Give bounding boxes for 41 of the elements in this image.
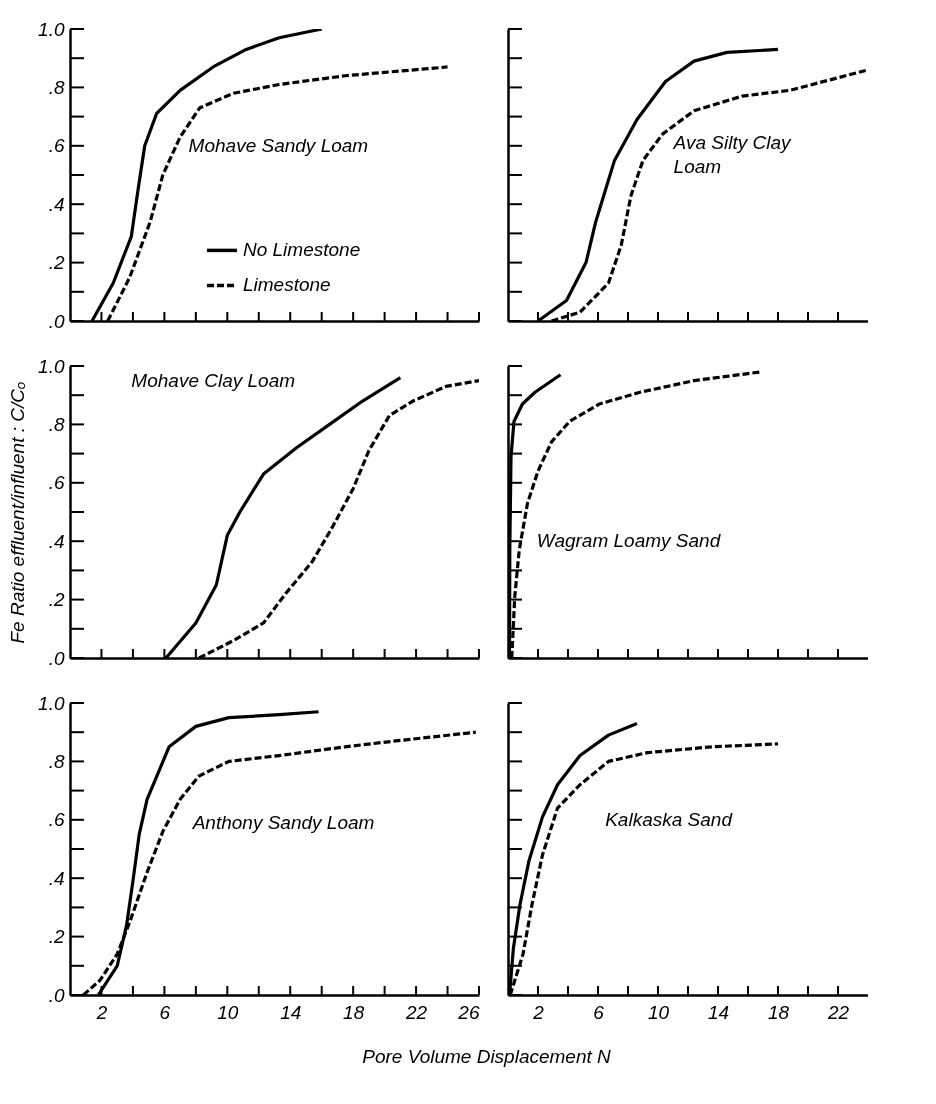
y-tick-label: 1.0 — [38, 18, 65, 40]
y-axis-title: Fe Ratio effluent/influent : C/Cₒ — [7, 381, 29, 644]
y-tick-label: .6 — [48, 472, 65, 494]
y-tick-label: 1.0 — [38, 692, 65, 714]
y-tick-label: .0 — [48, 310, 65, 332]
y-tick-label: .4 — [48, 193, 65, 215]
y-tick-label: .8 — [48, 413, 65, 435]
y-tick-label: .8 — [48, 76, 65, 98]
x-tick-label: 6 — [159, 1001, 171, 1023]
y-tick-label: .2 — [48, 589, 65, 611]
x-tick-label: 6 — [593, 1001, 605, 1023]
y-tick-label: .0 — [48, 647, 65, 669]
annotation: Mohave Clay Loam — [131, 369, 296, 391]
x-tick-label: 22 — [826, 1001, 850, 1023]
y-tick-label: .4 — [48, 530, 65, 552]
annotation: Anthony Sandy Loam — [191, 811, 375, 833]
y-tick-label: .8 — [48, 750, 65, 772]
legend-label: Limestone — [242, 274, 331, 296]
annotation: Wagram Loamy Sand — [536, 530, 722, 552]
annotation: Mohave Sandy Loam — [188, 134, 369, 156]
x-tick-label: 26 — [457, 1001, 480, 1023]
y-tick-label: .6 — [48, 135, 65, 157]
x-tick-label: 2 — [95, 1001, 108, 1023]
x-tick-label: 10 — [647, 1001, 670, 1023]
x-tick-label: 2 — [532, 1001, 545, 1023]
x-tick-label: 14 — [707, 1001, 730, 1023]
x-tick-label: 22 — [405, 1001, 428, 1023]
y-tick-label: .6 — [48, 809, 65, 831]
annotation: Ava Silty Clay Loam — [672, 131, 792, 177]
y-tick-label: .4 — [48, 867, 65, 889]
annotation: Kalkaska Sand — [605, 808, 734, 830]
legend-label: No Limestone — [242, 239, 361, 261]
y-tick-label: .0 — [48, 984, 65, 1006]
x-tick-label: 14 — [280, 1001, 302, 1023]
y-tick-label: .2 — [48, 252, 65, 274]
x-tick-label: 18 — [767, 1001, 790, 1023]
x-axis-title: Pore Volume Displacement N — [362, 1045, 612, 1067]
x-tick-label: 10 — [217, 1001, 239, 1023]
x-tick-label: 18 — [343, 1001, 365, 1023]
y-tick-label: 1.0 — [38, 355, 65, 377]
y-tick-label: .2 — [48, 926, 65, 948]
